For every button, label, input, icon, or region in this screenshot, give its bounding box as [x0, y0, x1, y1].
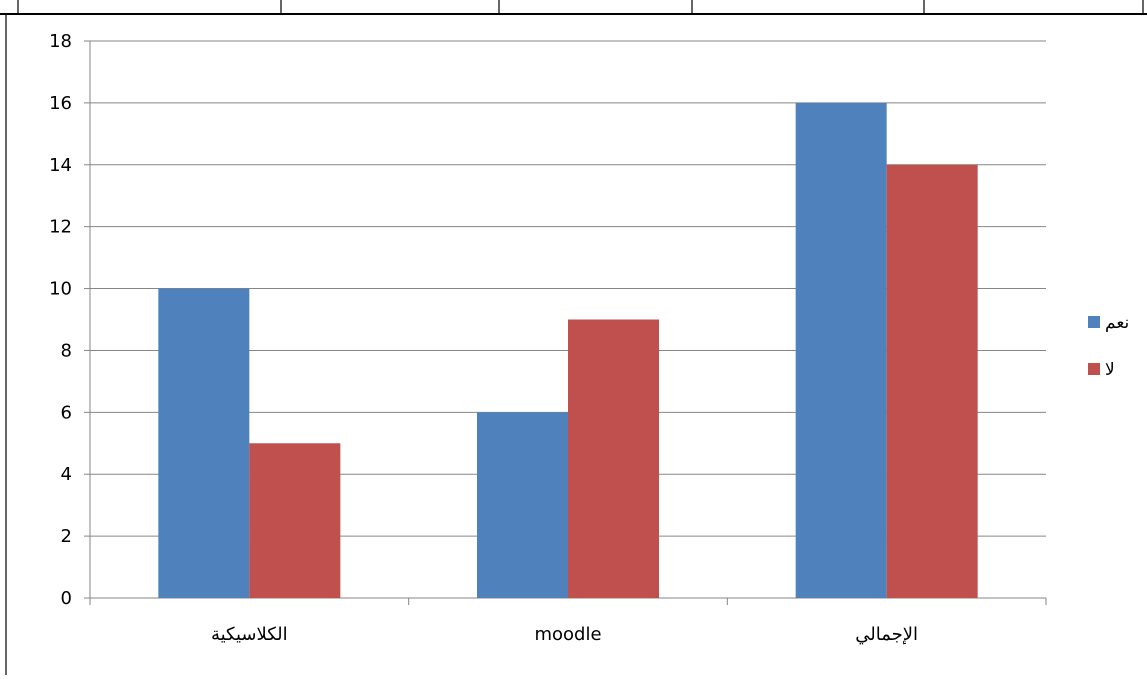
bar-series1-1 [477, 412, 568, 598]
bar-series1-2 [795, 102, 887, 598]
y-tick-label: 12 [49, 217, 72, 238]
bar-series1-0 [158, 288, 250, 598]
y-tick-label: 6 [61, 402, 72, 423]
y-tick-label: 18 [49, 31, 72, 52]
bars [158, 102, 978, 598]
legend-label: نعم [1105, 313, 1129, 333]
legend: نعم لا [1088, 313, 1129, 380]
x-category-label: الإجمالي [855, 624, 918, 645]
legend-label: لا [1105, 360, 1115, 380]
bar-series2-0 [249, 443, 341, 598]
y-axis-ticks: 0 2 4 6 8 10 12 14 16 18 [49, 31, 90, 609]
y-tick-label: 10 [49, 279, 72, 300]
legend-swatch [1088, 363, 1100, 375]
y-tick-label: 8 [61, 340, 72, 361]
x-axis-labels: الكلاسيكية moodle الإجمالي [211, 624, 918, 645]
bar-series2-2 [886, 164, 978, 598]
bar-series2-1 [568, 319, 659, 598]
x-category-label: الكلاسيكية [211, 624, 288, 645]
y-tick-label: 4 [61, 464, 72, 485]
y-tick-label: 16 [49, 93, 72, 114]
legend-swatch [1088, 316, 1100, 328]
y-tick-label: 0 [61, 588, 72, 609]
y-tick-label: 2 [61, 526, 72, 547]
y-tick-label: 14 [49, 155, 72, 176]
x-category-label: moodle [534, 624, 601, 645]
